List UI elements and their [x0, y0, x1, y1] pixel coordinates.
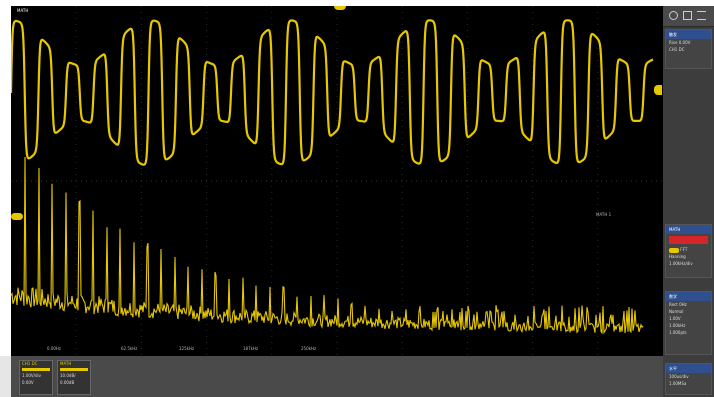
ch1-status-box[interactable]: CH1 DC 1.00V/div 0.00V [19, 360, 53, 395]
fft-setting: 1.000pts [669, 330, 687, 335]
ch1-setting: 1.00V/div [22, 373, 42, 378]
math-setting: 1.00kHz/div [669, 261, 693, 266]
math-setting: 0.00dB [60, 380, 75, 385]
fft-setting: Rect 0Hz [669, 302, 687, 307]
math-mode-label: MATH [17, 8, 29, 13]
math-channel-marker[interactable] [11, 213, 23, 220]
graticule-grid [11, 6, 663, 356]
freq-tick-label: 187kHz [243, 346, 259, 351]
fft-channel-label: MATH 1 [596, 212, 612, 217]
math-panel[interactable]: MATH FFT Hanning 1.00kHz/div [665, 224, 712, 278]
trigger-panel[interactable]: 触发 Rise 0.00V CH1 DC [665, 29, 712, 69]
fft-panel-title: 数学 [666, 292, 711, 301]
trigger-position-marker[interactable] [334, 6, 346, 10]
math-status-box[interactable]: MATH 10.0dB/ 0.00dB [57, 360, 91, 395]
fft-setting: Normal [669, 309, 684, 314]
math-setting: 10.0dB/ [60, 373, 76, 378]
ch1-setting: 0.00V [22, 380, 34, 385]
fft-setting: 1.00kHz [669, 323, 686, 328]
freq-tick-label: 250kHz [301, 346, 317, 351]
timebase-setting: 100us/div [669, 374, 689, 379]
freq-tick-label: 0.00Hz [47, 346, 62, 351]
trigger-panel-title: 触发 [666, 30, 711, 39]
help-icon[interactable] [683, 11, 692, 20]
sidebar-toolbar [663, 6, 714, 27]
math-setting: Hanning [669, 254, 686, 259]
ch1-color-bar [22, 368, 50, 371]
waveform-canvas [11, 6, 663, 356]
trigger-setting: CH1 DC [669, 47, 685, 52]
fft-spectrum-trace [11, 156, 644, 335]
math-title: MATH [60, 361, 72, 366]
fft-setting: 1.00V [669, 316, 681, 321]
right-control-panel: 触发 Rise 0.00V CH1 DC MATH FFT Hanning 1.… [663, 6, 714, 397]
waveform-display[interactable]: MATH MATH 1 0.00Hz 62.5kHz 125kHz 187kHz… [11, 6, 663, 356]
horizontal-panel-title: 水平 [666, 364, 711, 373]
trigger-setting: Rise 0.00V [669, 40, 691, 45]
left-edge-strip [0, 356, 11, 397]
trigger-level-marker[interactable] [654, 85, 662, 95]
horizontal-panel[interactable]: 水平 100us/div 1.00MSa [665, 363, 712, 395]
math-setting: FFT [680, 247, 688, 252]
math-color-bar [60, 368, 88, 371]
freq-tick-label: 125kHz [179, 346, 195, 351]
math-source-toggle[interactable] [669, 247, 679, 253]
channel-status-bar: CH1 DC 1.00V/div 0.00V MATH 10.0dB/ 0.00… [11, 356, 663, 397]
menu-icon[interactable] [697, 11, 706, 20]
time-domain-trace [11, 19, 654, 166]
math-enable-button[interactable] [669, 236, 708, 244]
samplerate-setting: 1.00MSa [669, 381, 687, 386]
fft-settings-panel[interactable]: 数学 Rect 0Hz Normal 1.00V 1.00kHz 1.000pt… [665, 291, 712, 355]
math-panel-title: MATH [666, 225, 711, 234]
freq-tick-label: 62.5kHz [121, 346, 138, 351]
ch1-title: CH1 DC [22, 361, 38, 366]
settings-icon[interactable] [669, 11, 678, 20]
